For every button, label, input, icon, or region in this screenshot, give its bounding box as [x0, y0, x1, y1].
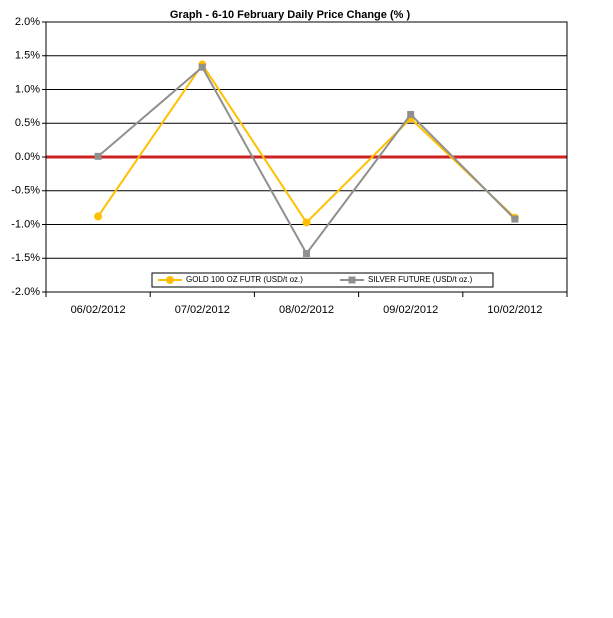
point: [94, 152, 102, 160]
x-tick-label: 08/02/2012: [279, 304, 334, 316]
legend-text: GOLD 100 OZ FUTR (USD/t oz.): [186, 275, 303, 284]
x-tick-label: 09/02/2012: [383, 304, 438, 316]
chart-title: Graph - 6-10 February Daily Price Change…: [170, 9, 411, 21]
point: [94, 212, 103, 221]
y-tick-label: -2.0%: [11, 286, 40, 298]
point: [407, 110, 415, 118]
y-tick-label: 1.5%: [15, 50, 40, 62]
point: [511, 215, 519, 223]
y-tick-label: 0.0%: [15, 151, 40, 163]
y-tick-label: -1.5%: [11, 252, 40, 264]
legend-box: [151, 272, 494, 288]
y-tick-label: -0.5%: [11, 185, 40, 197]
y-tick-label: 2.0%: [15, 16, 40, 28]
y-tick-label: -1.0%: [11, 218, 40, 230]
x-tick-label: 10/02/2012: [487, 304, 542, 316]
point: [198, 63, 206, 71]
legend-text: SILVER FUTURE (USD/t oz.): [368, 275, 473, 284]
series-line: [97, 62, 516, 225]
point: [303, 250, 310, 258]
x-tick-label: 06/02/2012: [71, 304, 126, 316]
point: [302, 218, 311, 227]
x-tick-label: 07/02/2012: [175, 304, 230, 316]
legend-marker: [348, 276, 356, 284]
y-tick-label: 1.0%: [15, 83, 40, 95]
plot-frame: [45, 21, 568, 293]
y-tick-label: 0.5%: [15, 117, 40, 129]
legend-marker: [166, 276, 174, 284]
